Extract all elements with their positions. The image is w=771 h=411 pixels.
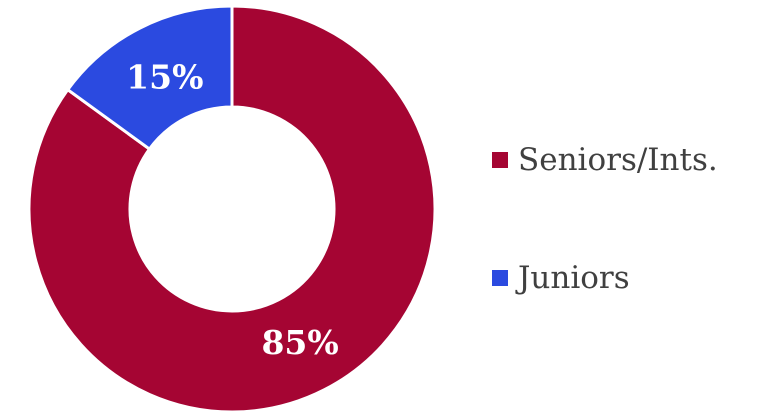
legend: Seniors/Ints. Juniors <box>492 142 718 296</box>
legend-swatch-seniors <box>492 152 508 168</box>
legend-label-juniors: Juniors <box>515 260 630 296</box>
slice-juniors <box>65 4 234 152</box>
slice-seniors-ints <box>27 4 437 411</box>
data-label-seniors: 85% <box>261 323 338 362</box>
legend-label-seniors: Seniors/Ints. <box>518 142 718 178</box>
legend-swatch-juniors <box>492 270 508 286</box>
donut-slices <box>27 4 437 411</box>
data-labels: 85% 15% <box>126 58 339 363</box>
data-label-juniors: 15% <box>126 58 203 97</box>
